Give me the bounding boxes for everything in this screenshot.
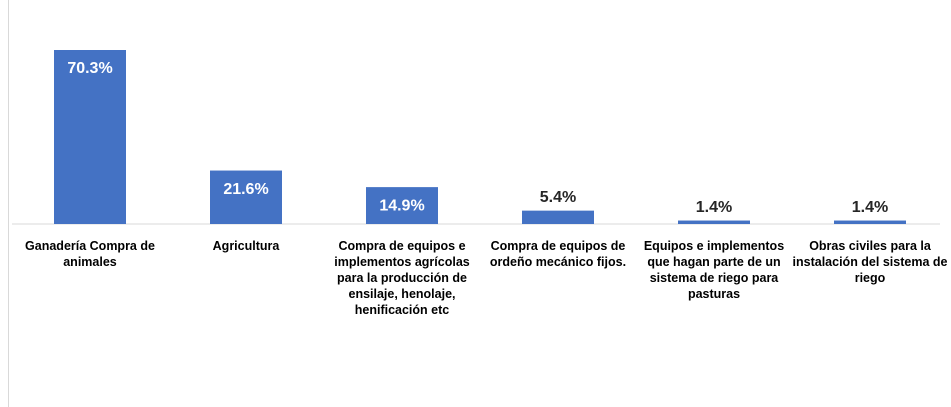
category-label: Compra de equipos de ordeño mecánico fij… [489, 239, 627, 269]
data-label: 14.9% [379, 197, 424, 214]
data-label: 21.6% [223, 181, 268, 198]
chart-frame [8, 0, 951, 407]
category-label: Equipos e implementos que hagan parte de… [643, 239, 785, 301]
category-label: Compra de equipos e implementos agrícola… [334, 239, 470, 317]
data-label: 1.4% [852, 199, 888, 216]
category-label: Obras civiles para la instalación del si… [792, 239, 948, 285]
bar [678, 220, 750, 224]
bar [210, 170, 282, 224]
data-label: 70.3% [67, 60, 112, 77]
bar [834, 220, 906, 224]
bar [522, 210, 594, 224]
category-label: Ganadería Compra de animales [25, 239, 155, 269]
data-label: 1.4% [696, 199, 732, 216]
category-label: Agricultura [212, 239, 280, 253]
bar [366, 187, 438, 224]
data-label: 5.4% [540, 189, 576, 206]
bar [54, 50, 126, 224]
